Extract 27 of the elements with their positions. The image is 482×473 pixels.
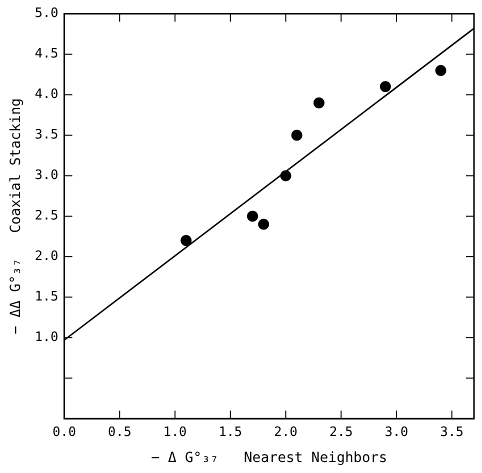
- x-tick-label: 1.0: [163, 424, 187, 440]
- point: [280, 170, 292, 182]
- x-tick-label: 3.0: [384, 424, 408, 440]
- point: [180, 234, 192, 246]
- y-tick-label: 4.5: [34, 46, 58, 62]
- x-tick-label: 3.5: [440, 424, 464, 440]
- x-tick-label: 2.0: [274, 424, 298, 440]
- x-axis-title: − Δ G°₃₇ Nearest Neighbors: [151, 450, 388, 466]
- point: [291, 130, 302, 141]
- y-tick-label: 2.0: [34, 249, 58, 264]
- y-tick-label: 1.0: [34, 330, 58, 346]
- point: [435, 64, 446, 76]
- point: [258, 218, 270, 230]
- y-tick-label: 3.5: [34, 128, 58, 143]
- point: [380, 81, 391, 92]
- y-tick-label: 2.5: [34, 208, 58, 224]
- x-tick-label: 1.5: [218, 424, 242, 440]
- y-tick-label: 1.5: [34, 290, 58, 305]
- y-tick-label: 5.0: [34, 6, 58, 22]
- y-axis-title: − ΔΔ G°₃₇ Coaxial Stacking: [8, 98, 24, 334]
- y-tick-label: 3.0: [34, 168, 58, 184]
- y-tick-label: 4.0: [34, 87, 58, 102]
- x-tick-label: 2.5: [329, 424, 353, 440]
- x-tick-label: 0.5: [108, 424, 132, 440]
- point: [313, 97, 324, 108]
- point: [247, 210, 258, 222]
- x-tick-label: 0.0: [52, 424, 76, 440]
